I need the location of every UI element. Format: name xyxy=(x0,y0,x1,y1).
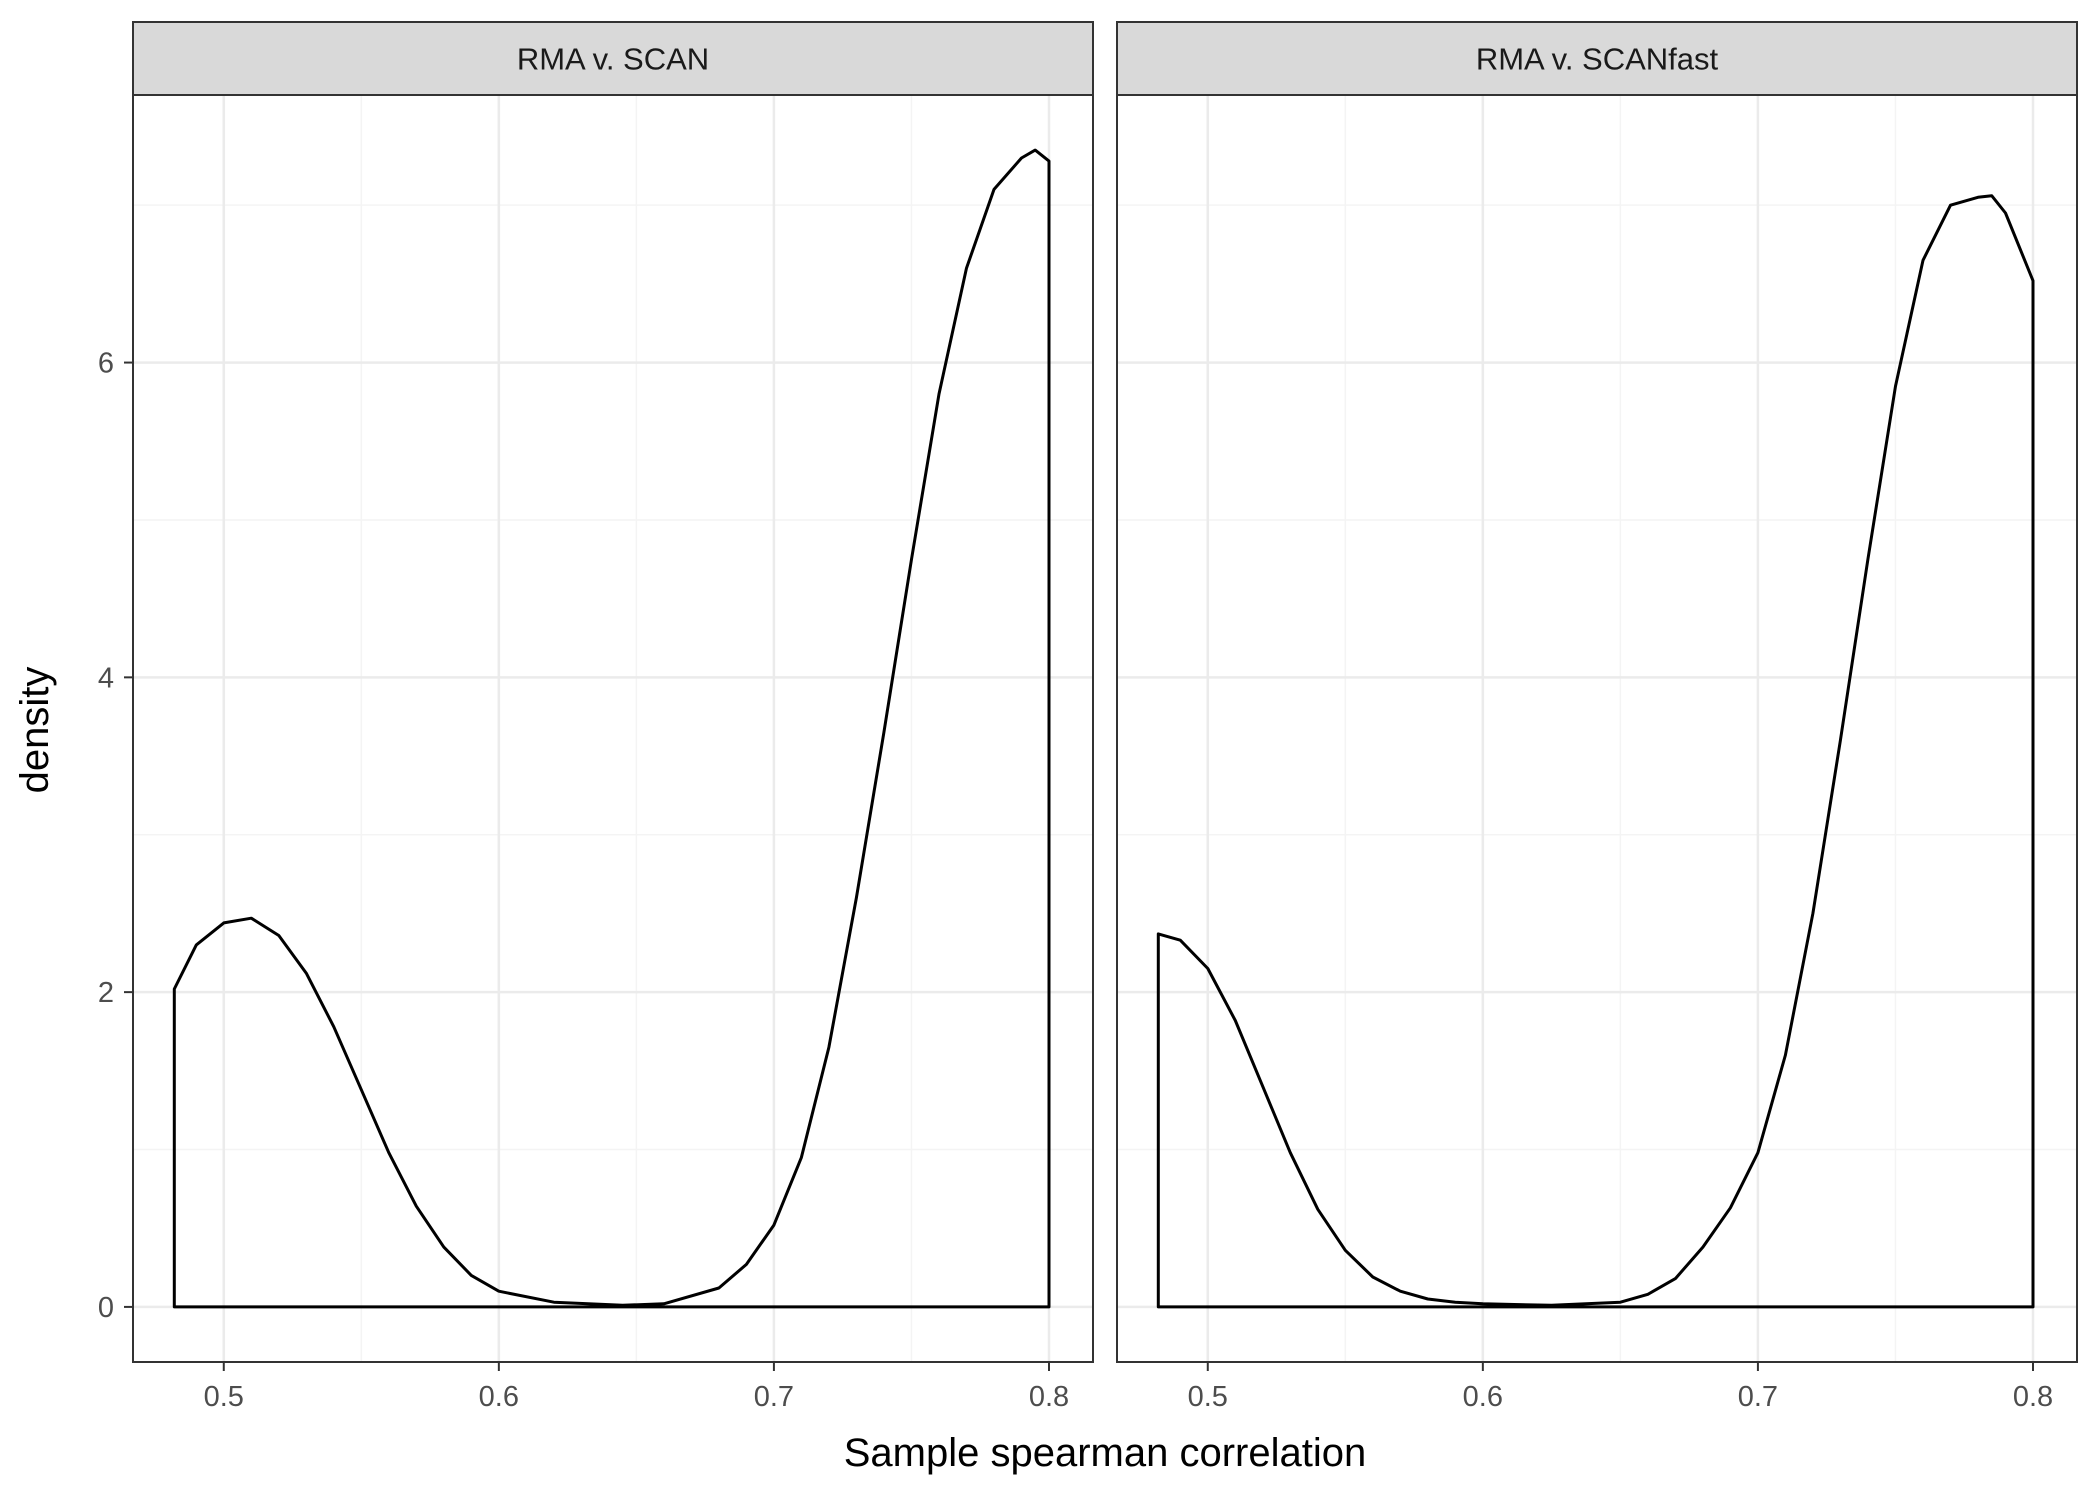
x-tick-label: 0.6 xyxy=(1463,1381,1503,1413)
x-tick-label: 0.7 xyxy=(754,1381,794,1413)
density-curve xyxy=(172,148,1051,1309)
panel-background xyxy=(133,95,1093,1362)
x-tick-label: 0.5 xyxy=(1188,1381,1228,1413)
y-tick-label: 6 xyxy=(98,348,114,380)
x-axis-title: Sample spearman correlation xyxy=(844,1431,1366,1475)
x-tick-label: 0.8 xyxy=(1029,1381,1069,1413)
facet-panel: RMA v. SCANfast 0.5 0.6 0.7 0.8 xyxy=(1116,21,2078,1413)
x-tick-label: 0.5 xyxy=(204,1381,244,1413)
panel-background xyxy=(1117,95,2077,1362)
x-tick-label: 0.6 xyxy=(479,1381,519,1413)
facet-strip-label: RMA v. SCANfast xyxy=(1476,42,1719,77)
x-tick-label: 0.7 xyxy=(1738,1381,1778,1413)
density-curve xyxy=(1156,194,2035,1309)
y-tick-label: 4 xyxy=(98,662,114,694)
facet-strip xyxy=(132,21,1094,96)
y-tick-label: 2 xyxy=(98,977,114,1009)
y-tick-label: 0 xyxy=(98,1292,114,1324)
facet-panel: RMA v. SCAN 0.5 0.6 0.7 0.8 xyxy=(132,21,1094,1413)
x-tick-label: 0.8 xyxy=(2013,1381,2053,1413)
y-axis-title: density xyxy=(13,667,57,794)
facet-strip xyxy=(1116,21,2078,96)
facet-strip-label: RMA v. SCAN xyxy=(517,42,709,77)
